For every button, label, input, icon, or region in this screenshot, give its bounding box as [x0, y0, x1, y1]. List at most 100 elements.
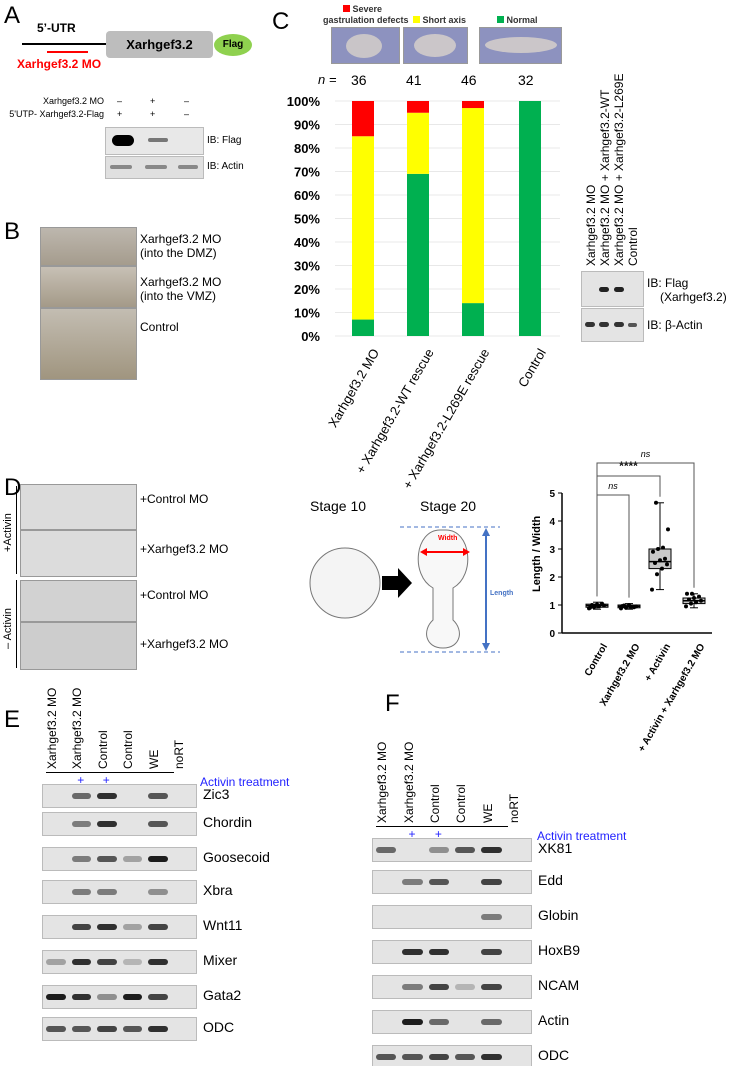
ib-label: (Xarhgef3.2): [660, 290, 727, 304]
gene-label: Edd: [538, 872, 563, 888]
data-point: [651, 549, 655, 554]
data-point: [689, 601, 693, 606]
data-point: [684, 604, 688, 609]
gel-zic3: [42, 784, 197, 808]
gene-box: Xarhgef3.2: [106, 31, 213, 58]
band: [97, 856, 117, 862]
embryo-photo: [20, 484, 137, 530]
band: [148, 889, 168, 895]
band: [97, 1026, 117, 1032]
gene-label: ODC: [203, 1019, 235, 1035]
y-tick-label: 5: [549, 489, 555, 500]
mo-label: Xarhgef3.2 MO: [17, 57, 102, 71]
y-tick-label: 1: [549, 601, 555, 612]
bar-severe-gastrulation-defects: [407, 101, 429, 113]
gene-label: Zic3: [203, 786, 230, 802]
band: [402, 1019, 423, 1025]
gene-label: NCAM: [538, 977, 580, 993]
stage-diagram: [309, 526, 500, 653]
sign: +: [150, 109, 156, 119]
y-tick-label: 0%: [301, 329, 320, 344]
row-label: Control: [140, 320, 179, 334]
row-label: +Xarhgef3.2 MO: [140, 542, 229, 556]
gel-chordin: [42, 812, 197, 836]
band: [71, 821, 91, 827]
band: [71, 959, 91, 965]
embryo-photo: [20, 530, 137, 577]
y-tick-label: 0: [549, 629, 555, 640]
gene-label: Mixer: [203, 952, 238, 968]
band: [481, 949, 502, 955]
sign: –: [184, 109, 190, 119]
band: [481, 847, 502, 853]
significance-label: ns: [608, 481, 618, 491]
band: [122, 959, 142, 965]
data-point: [593, 603, 597, 608]
mo-target-line: [47, 51, 88, 53]
y-tick-label: 2: [549, 573, 555, 584]
gene-label: ODC: [538, 1047, 570, 1063]
stage20-label: Stage 20: [420, 498, 477, 514]
stacked-bar-chart: 0% 10% 20% 30% 40% 50% 60% 70% 80% 90% 100%: [287, 94, 560, 344]
sign: –: [117, 96, 123, 106]
lane-label: Control: [121, 730, 136, 769]
stage10-label: Stage 10: [310, 498, 367, 514]
bracket: [16, 580, 17, 668]
bar-short-axis: [352, 136, 374, 320]
gel-gata2: [42, 985, 197, 1009]
data-point: [650, 587, 654, 592]
lane-label: Xarhgef3.2 MO: [44, 687, 59, 769]
western-blot-flag-c: [581, 271, 644, 307]
embryo-photo-control: [40, 308, 137, 380]
band: [455, 984, 476, 990]
bar-normal: [462, 303, 484, 336]
data-point: [661, 545, 665, 550]
data-point: [627, 603, 631, 607]
gene-label: Xbra: [203, 882, 233, 898]
band: [402, 949, 423, 955]
width-label: Width: [438, 535, 458, 542]
row-label: +Control MO: [140, 588, 209, 602]
lane-divider: [46, 772, 174, 773]
embryo-photo-vmz: [40, 266, 137, 308]
band: [428, 984, 449, 990]
data-point: [697, 594, 701, 599]
y-tick-label: 90%: [294, 118, 320, 133]
western-blot-actin-c: [581, 308, 644, 342]
band: [97, 959, 117, 965]
utr-label: 5’-UTR: [37, 21, 76, 35]
band: [481, 914, 502, 920]
band: [71, 793, 91, 799]
row-label: +Xarhgef3.2 MO: [140, 637, 229, 651]
embryo-photo-dmz: [40, 227, 137, 266]
data-point: [699, 598, 703, 603]
row-label: Xarhgef3.2 MO (into the DMZ): [140, 232, 222, 260]
gel-edd: [372, 870, 532, 894]
band: [71, 924, 91, 930]
y-tick-label: 40%: [294, 235, 320, 250]
bar-normal: [519, 101, 541, 336]
band: [97, 793, 117, 799]
band: [428, 847, 449, 853]
n-value: 32: [518, 72, 534, 88]
length-label: Length: [490, 590, 514, 597]
sign: +: [150, 96, 156, 106]
band: [455, 847, 476, 853]
gel-wnt11: [42, 915, 197, 939]
band: [46, 959, 66, 965]
gel-globin: [372, 905, 532, 929]
data-point: [685, 591, 689, 596]
lane-label: Control: [427, 784, 442, 823]
legend-short: Short axis: [413, 15, 466, 25]
gel-xbra: [42, 880, 197, 904]
band: [481, 1019, 502, 1025]
band: [148, 959, 168, 965]
data-point: [600, 601, 604, 606]
gel-odc: [372, 1045, 532, 1066]
western-blot-actin: [105, 156, 204, 179]
plus-sign: +: [434, 827, 442, 841]
embryo-photo-short: [403, 27, 468, 64]
band: [428, 949, 449, 955]
ib-label: IB: Flag: [207, 135, 242, 146]
gene-label: Chordin: [203, 814, 253, 830]
